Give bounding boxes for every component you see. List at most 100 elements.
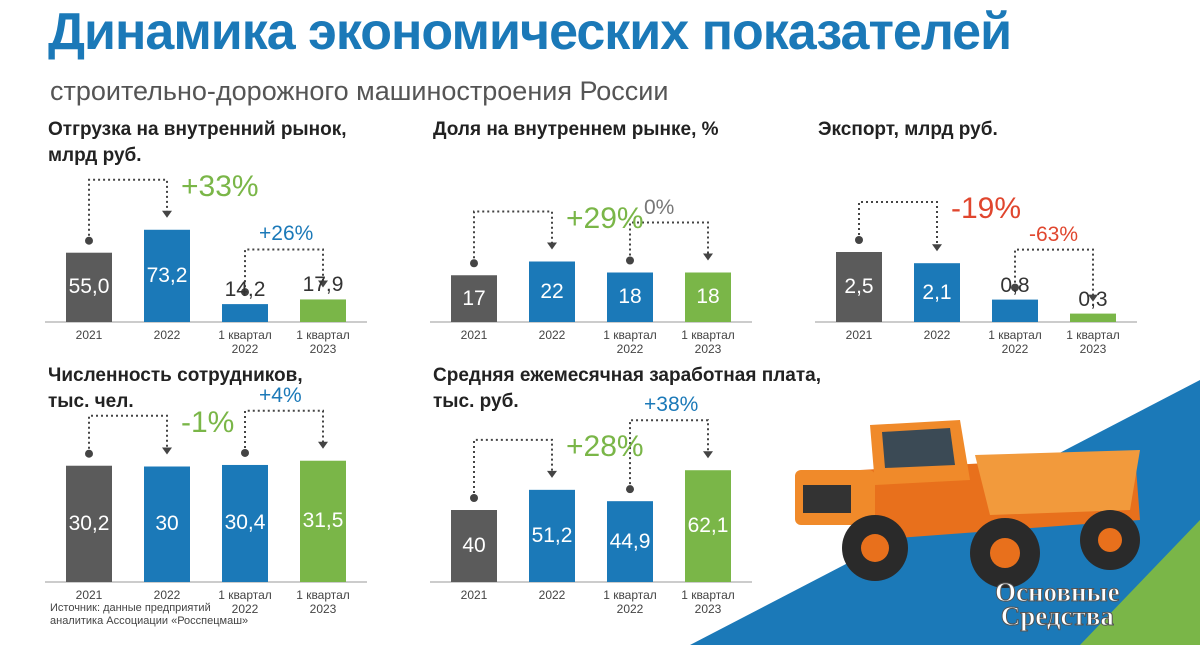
- bracket-dot: [855, 236, 863, 244]
- bar: [529, 489, 575, 582]
- x-tick-label: 1 квартал 2023: [681, 588, 735, 616]
- bracket-dot: [241, 448, 249, 457]
- change-annotation: +29%: [566, 201, 644, 235]
- change-annotation: +26%: [259, 222, 314, 246]
- value-label: 31,5: [302, 509, 344, 533]
- x-tick-label: 1 квартал 2022: [218, 588, 272, 616]
- bracket: [473, 210, 553, 264]
- bar: [836, 252, 882, 322]
- bar: [66, 252, 112, 322]
- x-tick-label: 2021: [460, 328, 488, 342]
- bracket: [244, 248, 324, 293]
- value-label: 17: [462, 286, 486, 310]
- x-tick-label: 1 квартал 2022: [603, 328, 657, 356]
- bracket-arrow: [318, 441, 328, 449]
- page-subtitle: строительно-дорожного машиностроения Рос…: [50, 76, 669, 106]
- bracket-dot: [1011, 283, 1019, 292]
- change-annotation: -19%: [951, 192, 1022, 225]
- bracket-dot: [85, 236, 93, 245]
- value-label: 22: [540, 279, 564, 303]
- x-tick-label: 2022: [153, 328, 181, 342]
- value-label: 18: [618, 285, 642, 309]
- bracket: [88, 414, 168, 454]
- x-tick-label: 1 квартал 2022: [218, 328, 272, 356]
- value-label: 44,9: [609, 529, 651, 553]
- bracket: [88, 178, 168, 241]
- value-label: 73,2: [146, 263, 188, 287]
- logo: Основные Средства: [995, 577, 1121, 631]
- value-label: 62,1: [687, 514, 729, 538]
- change-annotation: +4%: [259, 383, 302, 407]
- bracket-arrow: [162, 210, 172, 218]
- page-title: Динамика экономических показателей: [48, 3, 1012, 61]
- change-annotation: +33%: [181, 169, 259, 203]
- bracket-dot: [85, 449, 93, 458]
- bar: [222, 304, 268, 322]
- value-label: 0,3: [1078, 287, 1108, 311]
- bracket-arrow: [703, 451, 713, 459]
- chart-title: Средняя ежемесячная заработная плата, ты…: [433, 365, 821, 412]
- bracket: [858, 201, 938, 246]
- source-note: Источник: данные предприятий аналитика А…: [50, 602, 249, 627]
- x-tick-label: 1 квартал 2022: [988, 328, 1042, 356]
- bracket-arrow: [547, 470, 557, 478]
- value-label: 17,9: [302, 273, 344, 297]
- change-annotation: -63%: [1029, 222, 1079, 246]
- x-tick-label: 1 квартал 2023: [681, 328, 735, 356]
- change-annotation: +28%: [566, 429, 644, 463]
- bar: [144, 466, 190, 582]
- chart-title: Экспорт, млрд руб.: [818, 119, 998, 140]
- x-tick-label: 2021: [845, 328, 873, 342]
- bracket-arrow: [318, 280, 328, 288]
- bracket-arrow: [932, 244, 942, 252]
- bar: [300, 299, 346, 322]
- x-tick-label: 1 квартал 2022: [603, 588, 657, 616]
- x-tick-label: 2022: [923, 328, 951, 342]
- bracket: [244, 409, 324, 453]
- bracket: [629, 221, 709, 261]
- bracket-arrow: [547, 242, 557, 250]
- value-label: 30,2: [68, 511, 110, 535]
- x-tick-label: 2021: [460, 588, 488, 602]
- bar: [607, 501, 653, 582]
- bar: [685, 470, 731, 582]
- bar: [300, 460, 346, 582]
- value-label: 2,5: [844, 275, 874, 298]
- x-tick-label: 2021: [75, 328, 103, 342]
- bar: [451, 275, 497, 322]
- bar: [685, 272, 731, 322]
- change-annotation: +38%: [644, 393, 699, 417]
- bracket-dot: [470, 259, 478, 268]
- bar: [222, 464, 268, 582]
- change-annotation: 0%: [644, 195, 675, 219]
- value-label: 51,2: [531, 523, 573, 547]
- truck: [795, 420, 1140, 588]
- bar: [144, 229, 190, 322]
- x-tick-label: 2022: [538, 328, 566, 342]
- chart-title: Отгрузка на внутренний рынок, млрд руб.: [48, 119, 347, 166]
- bracket: [1014, 248, 1094, 296]
- x-tick-label: 2021: [75, 588, 103, 602]
- value-label: 30: [155, 512, 179, 536]
- chart-title: Численность сотрудников, тыс. чел.: [48, 365, 303, 412]
- x-tick-label: 2022: [153, 588, 181, 602]
- bar: [607, 272, 653, 322]
- bar: [451, 510, 497, 582]
- bar: [914, 263, 960, 322]
- value-label: 55,0: [68, 275, 110, 299]
- bar: [66, 465, 112, 582]
- bar: [529, 261, 575, 322]
- decor-green: [1080, 520, 1200, 645]
- change-annotation: -1%: [181, 405, 235, 439]
- value-label: 14,2: [224, 278, 266, 302]
- bar: [992, 299, 1038, 322]
- x-tick-label: 1 квартал 2023: [296, 328, 350, 356]
- x-tick-label: 1 квартал 2023: [1066, 328, 1120, 356]
- bracket-dot: [626, 485, 634, 494]
- x-tick-label: 2022: [538, 588, 566, 602]
- bracket-dot: [626, 256, 634, 265]
- bracket-arrow: [703, 253, 713, 261]
- bar: [1070, 313, 1116, 322]
- bracket: [473, 438, 553, 498]
